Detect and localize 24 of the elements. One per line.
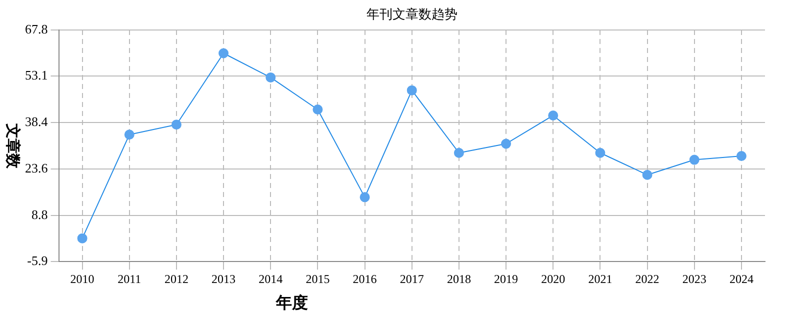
x-tick-label: 2015	[306, 272, 330, 286]
x-tick-label: 2011	[118, 272, 142, 286]
x-tick-label: 2021	[588, 272, 612, 286]
x-tick-label: 2020	[541, 272, 566, 286]
y-tick-label: 23.6	[25, 160, 48, 176]
y-tick-label: -5.9	[27, 253, 48, 268]
x-tick-label: 2010	[70, 272, 94, 286]
x-tick-label: 2016	[352, 272, 377, 286]
x-tick-label: 2018	[446, 272, 471, 286]
x-tick-label: 2013	[212, 272, 236, 286]
x-tick-label: 2014	[258, 272, 283, 286]
x-tick-label: 2017	[400, 272, 424, 286]
chart-title: 年刊文章数趋势	[366, 6, 458, 22]
x-axis-title: 年度	[274, 293, 308, 312]
y-tick-label: 67.8	[25, 21, 48, 36]
y-tick-label: 38.4	[25, 114, 48, 129]
x-tick-label: 2012	[164, 272, 188, 286]
y-axis-title: 文章数	[4, 122, 22, 170]
x-tick-label: 2024	[729, 272, 754, 286]
x-tick-label: 2023	[682, 272, 706, 286]
x-tick-label: 2019	[494, 272, 518, 286]
y-tick-label: 8.8	[32, 206, 48, 222]
y-tick-label: 53.1	[25, 68, 48, 83]
x-tick-label: 2022	[635, 272, 660, 286]
